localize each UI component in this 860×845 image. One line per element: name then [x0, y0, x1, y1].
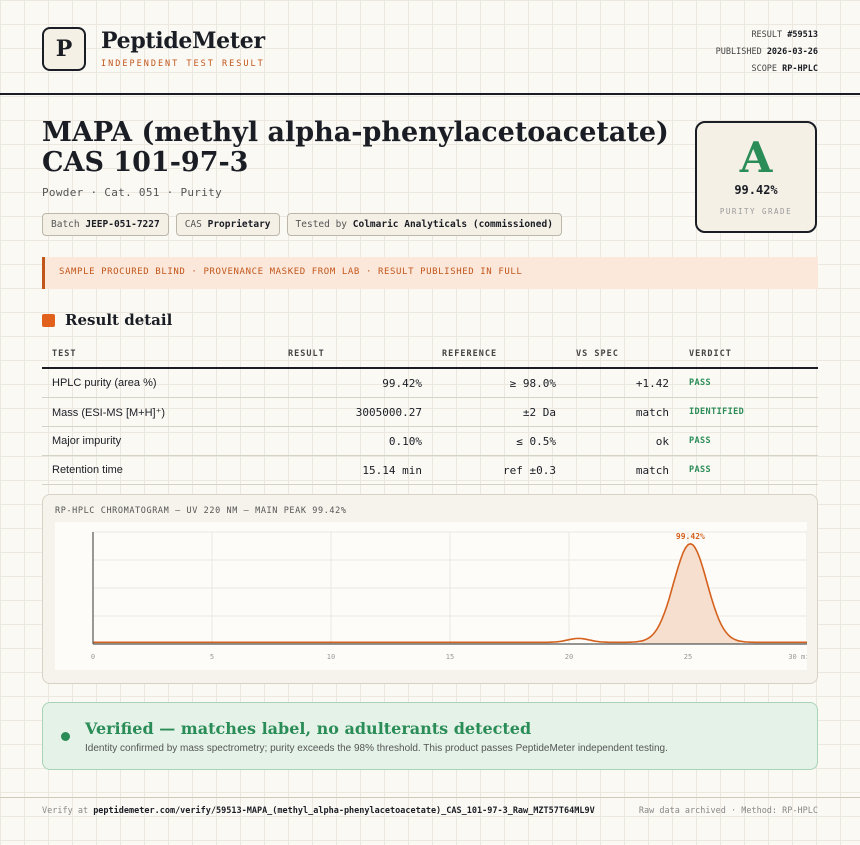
scope-label: SCOPE — [751, 64, 778, 74]
page-title: MAPA (methyl alpha-phenylacetoacetate) C… — [42, 117, 669, 178]
cell-reference: ref ±0.3 — [432, 455, 566, 485]
cell-test: HPLC purity (area %) — [42, 368, 278, 398]
section-marker-icon — [42, 313, 55, 327]
cas-chip: CAS Proprietary — [175, 213, 280, 236]
grade-letter: A — [739, 133, 773, 182]
result-id: #59513 — [787, 30, 818, 40]
cell-verdict: PASS — [679, 426, 818, 456]
x-tick-label: 15 — [446, 653, 454, 661]
scope-value: RP-HPLC — [782, 64, 818, 74]
cell-reference: ≥ 98.0% — [432, 368, 566, 398]
main-peak-fill — [640, 543, 741, 644]
verified-status-icon — [61, 732, 70, 741]
cell-test: Major impurity — [42, 426, 278, 456]
chip-label: Batch — [51, 219, 80, 230]
cell-result: 3005000.27 — [278, 397, 432, 427]
result-label: RESULT — [751, 30, 783, 40]
x-tick-label: 20 — [565, 653, 573, 661]
cell-reference: ±2 Da — [432, 397, 566, 427]
verified-title: Verified — matches label, no adulterants… — [85, 719, 532, 738]
chip-value: Colmaric Analyticals (commissioned) — [352, 219, 553, 230]
result-table: TEST RESULT REFERENCE VS SPEC VERDICT HP… — [42, 341, 818, 485]
table-row: Major impurity 0.10% ≤ 0.5% ok PASS — [42, 426, 818, 456]
product-subtitle: Powder · Cat. 051 · Purity — [42, 186, 222, 199]
grade-label: PURITY GRADE — [719, 207, 793, 216]
footer-note: Raw data archived · Method: RP-HPLC — [638, 806, 818, 816]
verified-text: Identity confirmed by mass spectrometry;… — [85, 743, 668, 754]
result-detail-heading: Result detail — [42, 311, 172, 329]
provenance-banner: SAMPLE PROCURED BLIND · PROVENANCE MASKE… — [42, 257, 818, 289]
section-title: Result detail — [65, 311, 173, 329]
cell-verdict: PASS — [679, 455, 818, 485]
verify-prefix: Verify at — [42, 806, 89, 816]
chip-value: Proprietary — [207, 219, 271, 230]
verify-line: Verify at peptidemeter.com/verify/59513-… — [42, 806, 595, 816]
table-row: Retention time 15.14 min ref ±0.3 match … — [42, 455, 818, 485]
tested-by-chip: Tested by Colmaric Analyticals (commissi… — [286, 213, 562, 236]
table-row: Mass (ESI-MS [M+H]⁺) 3005000.27 ±2 Da ma… — [42, 397, 818, 427]
cell-test: Mass (ESI-MS [M+H]⁺) — [42, 397, 278, 427]
verified-panel: Verified — matches label, no adulterants… — [42, 702, 818, 770]
published-date: 2026-03-26 — [766, 47, 818, 57]
cell-vs-spec: +1.42 — [566, 368, 679, 398]
page-header: P PeptideMeter INDEPENDENT TEST RESULT R… — [0, 0, 860, 95]
cell-test: Retention time — [42, 455, 278, 485]
chip-label: Tested by — [295, 219, 348, 230]
cell-result: 0.10% — [278, 426, 432, 456]
chromatogram-card: RP-HPLC CHROMATOGRAM — UV 220 NM — MAIN … — [42, 494, 818, 684]
peak-label: 99.42% — [676, 532, 705, 541]
brand-name: PeptideMeter — [101, 28, 265, 54]
column-header: TEST — [42, 341, 278, 369]
product-chips: Batch JEEP-051-7227 CAS Proprietary Test… — [42, 213, 562, 236]
cell-verdict: PASS — [679, 368, 818, 398]
chip-value: JEEP-051-7227 — [85, 219, 160, 230]
verify-link[interactable]: peptidemeter.com/verify/59513-MAPA_(meth… — [93, 806, 595, 816]
chromatogram-series-line — [93, 542, 807, 644]
report-meta: RESULT #59513 PUBLISHED 2026-03-26 SCOPE… — [716, 27, 818, 78]
cell-vs-spec: match — [566, 397, 679, 427]
column-header: REFERENCE — [432, 341, 566, 369]
tagline: INDEPENDENT TEST RESULT — [101, 59, 265, 69]
table-row: HPLC purity (area %) 99.42% ≥ 98.0% +1.4… — [42, 368, 818, 398]
logo: P — [42, 27, 86, 71]
page-footer: Verify at peptidemeter.com/verify/59513-… — [0, 797, 860, 845]
x-tick-label: 25 — [684, 653, 692, 661]
cell-result: 99.42% — [278, 368, 432, 398]
x-tick-label: 5 — [210, 653, 214, 661]
cell-result: 15.14 min — [278, 455, 432, 485]
published-label: PUBLISHED — [715, 47, 762, 57]
column-header: RESULT — [278, 341, 432, 369]
cell-vs-spec: ok — [566, 426, 679, 456]
column-header: VERDICT — [679, 341, 818, 369]
column-header: VS SPEC — [566, 341, 679, 369]
chart-title: RP-HPLC CHROMATOGRAM — UV 220 NM — MAIN … — [55, 506, 347, 516]
chromatogram-chart: 0 5 10 15 20 25 30 min 99.42% — [55, 522, 807, 670]
cell-verdict: IDENTIFIED — [679, 397, 818, 427]
x-tick-label: 10 — [327, 653, 335, 661]
chip-label: CAS — [184, 219, 202, 230]
cell-vs-spec: match — [566, 455, 679, 485]
purity-grade-card: A 99.42% PURITY GRADE — [695, 121, 817, 233]
batch-chip: Batch JEEP-051-7227 — [42, 213, 169, 236]
x-tick-label: 0 — [91, 653, 95, 661]
x-tick-label: 30 min — [788, 653, 807, 661]
table-header-row: TEST RESULT REFERENCE VS SPEC VERDICT — [42, 341, 818, 369]
grade-value: 99.42% — [734, 183, 778, 197]
cell-reference: ≤ 0.5% — [432, 426, 566, 456]
